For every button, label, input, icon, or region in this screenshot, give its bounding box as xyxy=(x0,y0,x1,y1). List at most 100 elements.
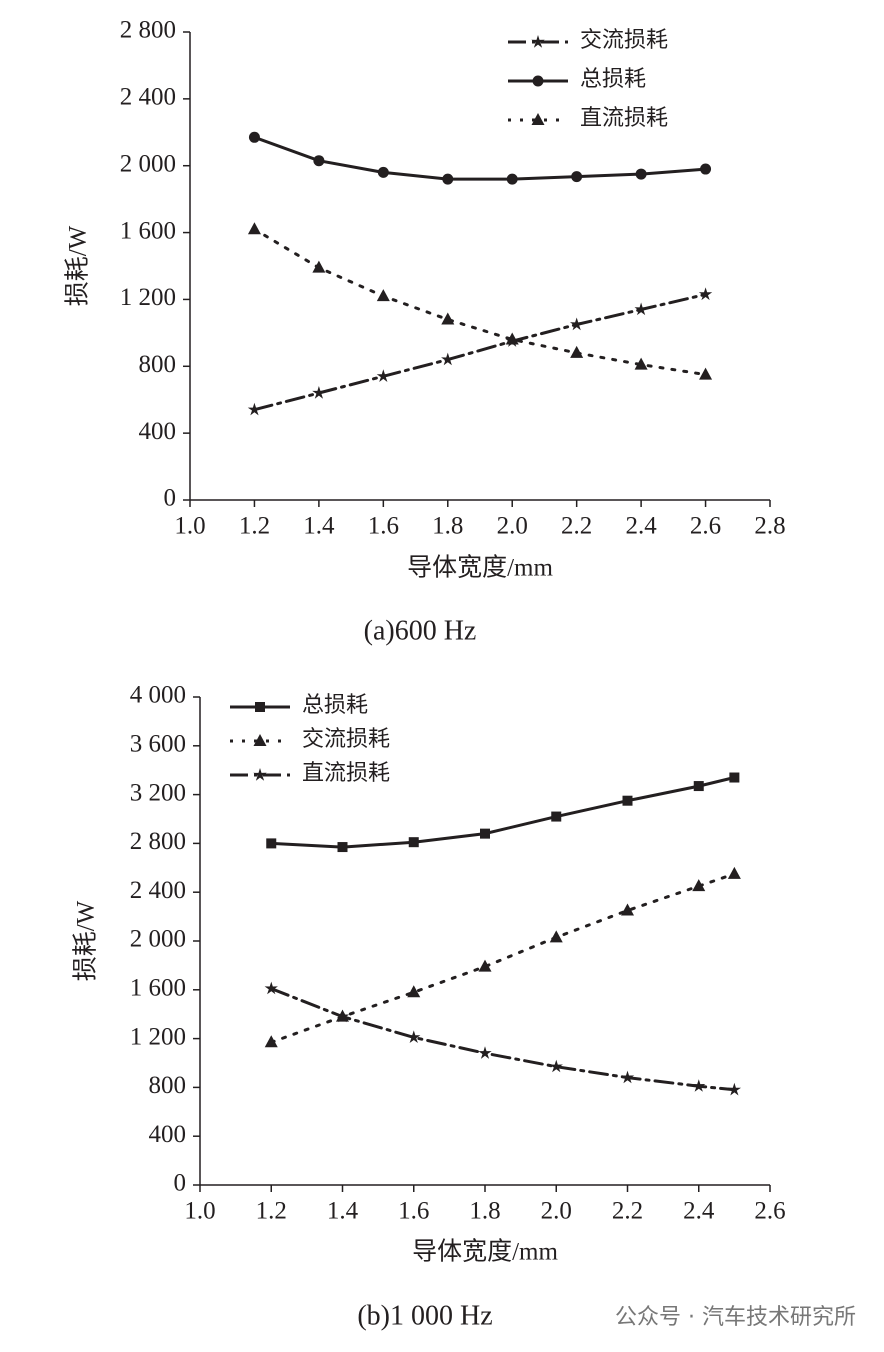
y-axis-label: 损耗/W xyxy=(64,225,92,306)
data-point xyxy=(407,985,421,998)
data-point xyxy=(634,357,648,370)
x-tick-label: 2.6 xyxy=(690,513,721,540)
data-point xyxy=(698,287,713,301)
x-tick-label: 1.6 xyxy=(398,1198,429,1225)
series-line xyxy=(252,135,708,181)
data-point xyxy=(478,959,492,972)
legend-label: 总损耗 xyxy=(302,692,368,717)
x-tick-label: 2.4 xyxy=(625,513,657,540)
data-point xyxy=(312,260,326,273)
y-tick-label: 3 200 xyxy=(130,779,186,806)
data-point xyxy=(692,1079,706,1092)
y-tick-label: 800 xyxy=(139,351,177,378)
y-tick-label: 1 200 xyxy=(130,1023,186,1050)
data-point xyxy=(620,1070,635,1084)
y-tick-label: 4 000 xyxy=(130,682,186,709)
data-point xyxy=(700,163,712,175)
data-point xyxy=(480,828,490,839)
data-point xyxy=(570,317,584,331)
legend-label: 直流损耗 xyxy=(302,760,390,785)
legend-marker xyxy=(255,702,265,712)
data-point xyxy=(699,367,713,380)
y-tick-label: 1 600 xyxy=(130,975,186,1002)
x-tick-label: 1.2 xyxy=(256,1198,287,1225)
data-point xyxy=(635,168,647,180)
data-point xyxy=(549,930,563,943)
y-axis-label: 损耗/W xyxy=(72,900,100,981)
x-tick-label: 1.8 xyxy=(432,513,463,540)
x-tick-label: 2.6 xyxy=(754,1198,785,1225)
caption: (b)1 000 Hz xyxy=(357,1300,492,1331)
legend-label: 交流损耗 xyxy=(302,726,390,751)
x-tick-label: 1.0 xyxy=(184,1198,215,1225)
y-tick-label: 2 400 xyxy=(120,84,176,111)
data-point xyxy=(478,1046,492,1059)
y-tick-label: 0 xyxy=(164,485,177,512)
y-tick-label: 2 400 xyxy=(130,877,186,904)
x-tick-label: 2.2 xyxy=(612,1198,643,1225)
legend-marker xyxy=(531,113,545,125)
legend-marker xyxy=(531,35,545,48)
data-point xyxy=(570,345,584,358)
y-tick-label: 2 000 xyxy=(120,150,176,177)
series-line xyxy=(252,227,708,377)
data-point xyxy=(551,811,562,822)
data-point xyxy=(313,155,325,167)
data-point xyxy=(727,1082,741,1096)
data-point xyxy=(337,842,348,853)
data-point xyxy=(621,903,634,916)
y-tick-label: 2 800 xyxy=(120,17,176,44)
legend-label: 交流损耗 xyxy=(580,27,668,52)
data-point xyxy=(264,1035,278,1048)
data-point xyxy=(248,131,260,143)
x-tick-label: 1.4 xyxy=(303,513,335,540)
legend-marker xyxy=(532,75,544,87)
watermark: 公众号 · 汽车技术研究所 xyxy=(615,1305,856,1330)
data-point xyxy=(335,1009,350,1023)
x-tick-label: 2.4 xyxy=(683,1198,715,1225)
data-point xyxy=(729,772,740,783)
x-tick-label: 2.0 xyxy=(497,513,528,540)
legend-marker xyxy=(253,768,267,781)
data-point xyxy=(549,1059,563,1073)
data-point xyxy=(441,352,455,366)
series-line xyxy=(269,987,736,1092)
series-line xyxy=(269,776,736,849)
legend-marker xyxy=(253,734,267,746)
x-tick-label: 1.0 xyxy=(174,513,205,540)
x-tick-label: 1.6 xyxy=(368,513,399,540)
y-tick-label: 400 xyxy=(139,418,177,445)
x-tick-label: 1.4 xyxy=(327,1198,359,1225)
series-line xyxy=(252,292,708,412)
data-point xyxy=(693,781,704,792)
data-point xyxy=(634,302,648,316)
data-point xyxy=(312,386,326,399)
data-point xyxy=(376,369,390,382)
data-point xyxy=(727,866,741,879)
caption: (a)600 Hz xyxy=(364,615,477,646)
data-point xyxy=(408,837,419,848)
y-tick-label: 2 000 xyxy=(130,926,186,953)
data-point xyxy=(377,166,389,178)
data-point xyxy=(247,222,261,235)
x-axis-label: 导体宽度/mm xyxy=(412,1238,558,1266)
data-point xyxy=(266,838,277,849)
y-tick-label: 3 600 xyxy=(130,731,186,758)
data-point xyxy=(622,795,633,806)
data-point xyxy=(571,171,583,183)
y-tick-label: 400 xyxy=(149,1121,187,1148)
y-tick-label: 800 xyxy=(149,1072,187,1099)
data-point xyxy=(407,1030,421,1043)
y-tick-label: 0 xyxy=(174,1170,187,1197)
y-tick-label: 1 200 xyxy=(120,284,176,311)
series-line xyxy=(269,872,736,1044)
legend-label: 直流损耗 xyxy=(580,105,668,130)
legend-label: 总损耗 xyxy=(580,66,646,91)
y-tick-label: 1 600 xyxy=(120,217,176,244)
x-axis-label: 导体宽度/mm xyxy=(407,554,553,582)
x-tick-label: 1.8 xyxy=(469,1198,500,1225)
x-tick-label: 2.2 xyxy=(561,513,592,540)
data-point xyxy=(692,879,706,892)
